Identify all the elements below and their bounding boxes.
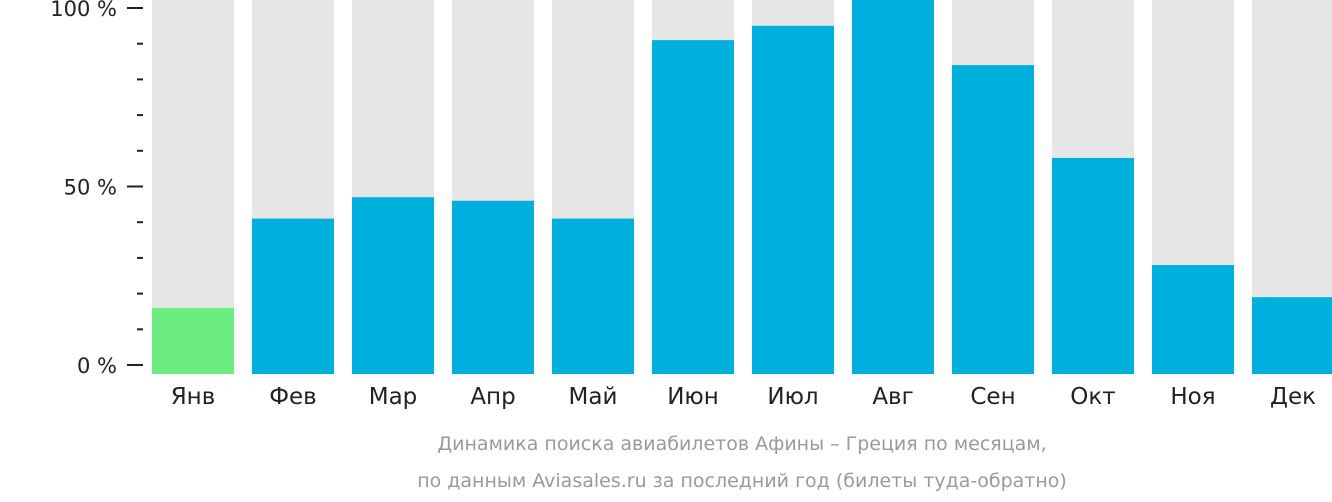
bar-7 xyxy=(752,25,834,374)
bar-1 xyxy=(152,307,234,374)
caption-line-1: Динамика поиска авиабилетов Афины – Грец… xyxy=(437,433,1046,455)
x-tick-label: Ноя xyxy=(1170,384,1215,410)
x-tick-label: Янв xyxy=(171,384,216,410)
x-tick-label: Дек xyxy=(1270,384,1316,410)
y-axis: 0 % 50 % 100 % xyxy=(50,0,143,378)
x-tick-label: Июн xyxy=(667,384,719,410)
bar-10 xyxy=(1052,157,1134,374)
x-tick-label: Сен xyxy=(970,384,1015,410)
bar-4 xyxy=(452,200,534,374)
bar-8 xyxy=(852,0,934,374)
bar-3 xyxy=(352,197,434,374)
x-tick-label: Мар xyxy=(369,384,418,410)
bar-9 xyxy=(952,65,1034,375)
x-tick-label: Май xyxy=(569,384,618,410)
x-tick-label: Апр xyxy=(470,384,515,410)
bar-2 xyxy=(252,218,334,374)
x-tick-label: Июл xyxy=(767,384,818,410)
bar-6 xyxy=(652,40,734,374)
x-tick-label: Авг xyxy=(872,384,913,410)
bar-5 xyxy=(552,218,634,374)
x-tick-label: Фев xyxy=(269,384,317,410)
data-bars xyxy=(152,0,1332,375)
bar-12 xyxy=(1252,297,1332,374)
y-tick-label: 0 % xyxy=(77,354,117,378)
y-tick-label: 100 % xyxy=(50,0,117,21)
bar-11 xyxy=(1152,265,1234,374)
x-axis-labels: Янв Фев Мар Апр Май Июн Июл Авг Сен Окт Ноя Дек xyxy=(171,384,1316,410)
caption-line-2: по данным Aviasales.ru за последний год … xyxy=(417,470,1067,492)
y-tick-label: 50 % xyxy=(64,176,117,200)
x-tick-label: Окт xyxy=(1070,384,1115,410)
